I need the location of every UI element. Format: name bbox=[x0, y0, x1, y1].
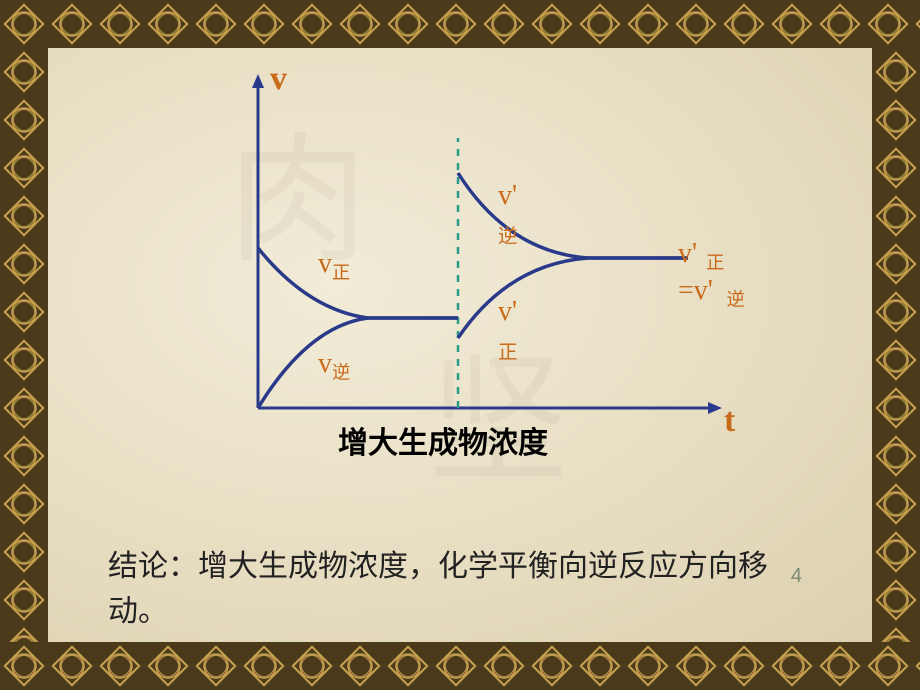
content-area: 肉 坚 v t v正 v逆 v'逆 v'正 v' 正 =v' 逆 bbox=[48, 48, 872, 642]
eq-l1: v' bbox=[678, 238, 697, 269]
slide-background: 肉 坚 v t v正 v逆 v'逆 v'正 v' 正 =v' 逆 bbox=[0, 0, 920, 690]
x-axis-label: t bbox=[724, 402, 735, 440]
v-fwd-main: v bbox=[318, 248, 332, 279]
v-rev-sub: 逆 bbox=[332, 363, 350, 383]
v-fwd-sub: 正 bbox=[332, 263, 350, 283]
chart-title: 增大生成物浓度 bbox=[338, 418, 548, 462]
vp-rev-main: v' bbox=[498, 180, 517, 211]
border-bottom bbox=[0, 642, 920, 690]
eq-l2s: 逆 bbox=[713, 289, 745, 309]
y-axis-label: v bbox=[270, 60, 287, 98]
border-right bbox=[872, 48, 920, 642]
label-vprime-forward: v' 正 bbox=[498, 296, 518, 365]
border-left bbox=[0, 48, 48, 642]
v-rev-main: v bbox=[318, 348, 332, 379]
label-v-reverse: v逆 bbox=[318, 348, 350, 385]
eq-l2: =v' bbox=[678, 275, 713, 306]
border-top bbox=[0, 0, 920, 48]
label-v-forward: v正 bbox=[318, 248, 350, 285]
label-vprime-reverse: v' 逆 bbox=[498, 180, 518, 249]
conclusion-text: 结论：增大生成物浓度，化学平衡向逆反应方向移动。 bbox=[108, 544, 812, 634]
eq-l1s: 正 bbox=[697, 253, 724, 273]
vp-fwd-main: v' bbox=[498, 296, 517, 327]
chart-svg bbox=[198, 58, 758, 438]
page-number: 4 bbox=[791, 565, 802, 588]
vp-rev-sub: 逆 bbox=[498, 227, 518, 248]
label-new-equilibrium: v' 正 =v' 逆 bbox=[678, 238, 745, 311]
vp-fwd-sub: 正 bbox=[498, 343, 518, 364]
rate-chart: v t v正 v逆 v'逆 v'正 v' 正 =v' 逆 增大生成物浓度 bbox=[198, 58, 758, 438]
